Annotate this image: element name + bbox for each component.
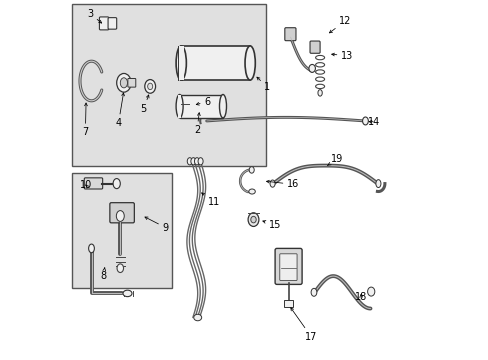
Ellipse shape (250, 216, 256, 223)
Text: 7: 7 (82, 103, 88, 138)
Ellipse shape (116, 211, 124, 221)
Text: 4: 4 (115, 93, 124, 128)
Ellipse shape (117, 73, 131, 92)
Ellipse shape (249, 167, 254, 173)
Ellipse shape (194, 158, 199, 165)
Ellipse shape (117, 264, 123, 273)
FancyBboxPatch shape (108, 18, 117, 29)
Ellipse shape (190, 158, 196, 165)
Text: 14: 14 (367, 117, 380, 127)
Text: 18: 18 (354, 292, 366, 302)
FancyBboxPatch shape (309, 41, 320, 53)
Text: 19: 19 (326, 154, 343, 166)
Text: 2: 2 (193, 113, 200, 135)
FancyBboxPatch shape (279, 254, 296, 280)
Ellipse shape (198, 158, 203, 165)
FancyBboxPatch shape (99, 17, 108, 30)
FancyBboxPatch shape (284, 300, 292, 307)
Text: 9: 9 (144, 217, 168, 233)
FancyBboxPatch shape (275, 248, 302, 284)
Ellipse shape (147, 83, 152, 90)
Text: 15: 15 (263, 220, 281, 230)
Ellipse shape (375, 180, 380, 188)
Ellipse shape (144, 80, 155, 93)
Ellipse shape (247, 213, 258, 226)
FancyBboxPatch shape (284, 28, 295, 41)
Ellipse shape (248, 189, 255, 194)
FancyBboxPatch shape (110, 203, 134, 223)
FancyBboxPatch shape (127, 78, 136, 87)
Ellipse shape (176, 46, 186, 80)
Ellipse shape (317, 90, 322, 96)
Ellipse shape (193, 314, 201, 321)
Ellipse shape (113, 179, 120, 189)
Text: 6: 6 (196, 96, 210, 107)
Text: 8: 8 (100, 267, 106, 282)
Text: 10: 10 (80, 180, 92, 190)
Text: 17: 17 (290, 308, 317, 342)
Ellipse shape (269, 180, 275, 187)
Bar (72, 173, 172, 288)
Bar (72, 4, 265, 166)
Text: 16: 16 (266, 179, 299, 189)
Ellipse shape (219, 94, 226, 118)
Ellipse shape (362, 117, 367, 125)
Text: 3: 3 (87, 9, 102, 23)
Bar (181, 46, 250, 80)
Bar (178, 95, 181, 118)
Ellipse shape (120, 78, 127, 88)
Text: 5: 5 (140, 95, 149, 114)
Ellipse shape (187, 158, 192, 165)
Text: 11: 11 (201, 193, 220, 207)
Text: 1: 1 (256, 77, 270, 92)
Ellipse shape (176, 94, 183, 118)
Ellipse shape (310, 288, 316, 296)
Ellipse shape (244, 46, 255, 80)
Text: 13: 13 (331, 51, 352, 61)
Ellipse shape (308, 64, 315, 72)
Ellipse shape (88, 244, 94, 253)
Bar (179, 94, 223, 118)
FancyBboxPatch shape (84, 178, 102, 189)
Text: 12: 12 (329, 16, 351, 33)
Ellipse shape (367, 287, 374, 296)
Ellipse shape (123, 290, 132, 297)
Bar (178, 46, 183, 80)
